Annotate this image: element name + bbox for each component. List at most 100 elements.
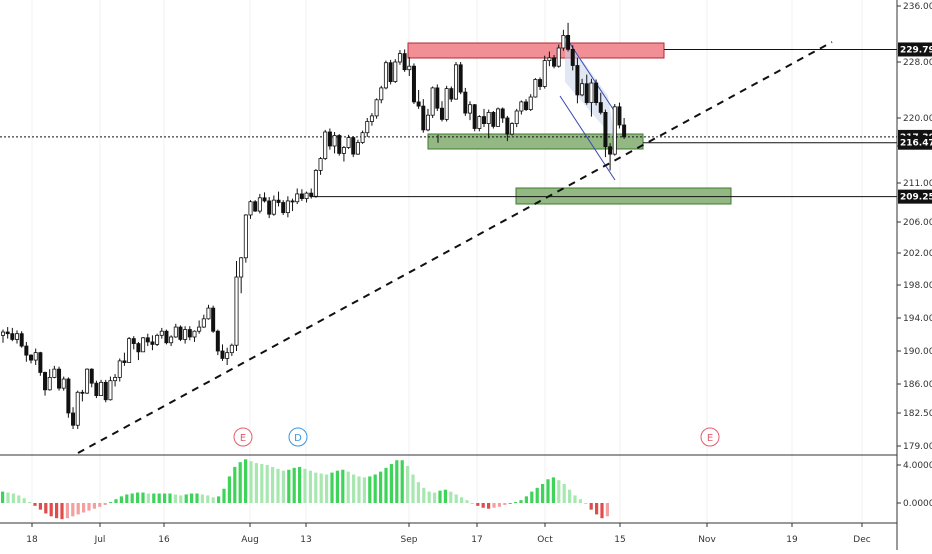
- x-tick-label: Sep: [401, 535, 418, 545]
- oscillator-bar: [476, 503, 480, 506]
- oscillator-bar: [530, 491, 534, 503]
- candle-body: [622, 124, 627, 138]
- candle-body: [201, 318, 206, 328]
- candle-body: [327, 131, 332, 147]
- candle-body: [528, 96, 533, 111]
- candle-body: [580, 83, 585, 96]
- candle-body: [524, 101, 529, 111]
- oscillator-bar: [460, 497, 464, 503]
- oscillator-bar: [335, 470, 339, 503]
- y-tick-label: 211.00: [903, 179, 932, 189]
- oscillator-bar: [287, 469, 291, 503]
- oscillator-bar: [411, 474, 415, 503]
- oscillator-bar: [568, 489, 572, 503]
- candle-body: [108, 380, 113, 401]
- candle-body: [271, 199, 276, 215]
- candle-body: [472, 104, 477, 129]
- oscillator-bar: [497, 503, 501, 507]
- oscillator-bar: [98, 503, 102, 507]
- candle-body: [561, 35, 566, 49]
- support-lower-price-label-bg: [898, 189, 932, 204]
- candle-body: [248, 201, 253, 216]
- candle-body: [155, 334, 160, 345]
- candle-body: [346, 137, 351, 148]
- x-tick-label: 13: [300, 535, 311, 545]
- oscillator-bar: [514, 502, 518, 504]
- candle-body: [85, 368, 90, 394]
- level-lines: [0, 48, 897, 198]
- candle-body: [281, 202, 286, 214]
- channel-upper-line: [564, 35, 616, 113]
- candle-body: [323, 131, 328, 159]
- oscillator-bar: [379, 471, 383, 503]
- candle-body: [482, 116, 487, 124]
- oscillator-bar: [346, 471, 350, 503]
- oscillator-bar: [179, 495, 183, 503]
- candle-body: [570, 49, 575, 66]
- oscillator-bar: [573, 495, 577, 503]
- x-tick-label: Jul: [94, 535, 106, 545]
- candle-body: [285, 200, 290, 214]
- candle-body: [57, 368, 62, 389]
- event-label: E: [240, 433, 246, 444]
- candle-body: [379, 87, 384, 101]
- oscillator-bar: [292, 467, 296, 503]
- oscillator-bar: [163, 493, 167, 503]
- x-tick-label: Aug: [241, 535, 259, 545]
- candle-body: [617, 106, 622, 126]
- x-tick-label: 18: [26, 535, 38, 545]
- candle-body: [99, 381, 104, 397]
- oscillator-bar: [589, 503, 593, 510]
- candle-body: [43, 372, 48, 391]
- osc-tick-label: 0.0000: [903, 499, 932, 509]
- oscillator-bar: [254, 463, 258, 503]
- oscillator-bar: [503, 503, 507, 505]
- event-label: D: [294, 433, 302, 444]
- oscillator-bar: [211, 497, 215, 503]
- oscillator-bar: [443, 489, 447, 503]
- candle-body: [416, 101, 421, 107]
- oscillator-bar: [481, 503, 485, 508]
- oscillator-bar: [136, 492, 140, 503]
- oscillator-bar: [465, 500, 469, 503]
- resistance-zone: [407, 42, 665, 59]
- oscillator-bar: [562, 484, 566, 503]
- y-tick-label: 194.00: [903, 314, 932, 324]
- oscillator-bar: [492, 503, 496, 508]
- candle-body: [421, 105, 426, 131]
- candle-body: [61, 378, 66, 389]
- candle-body: [75, 391, 80, 426]
- event-marker-e: [233, 427, 253, 447]
- resistance-price-label: 229.79: [900, 45, 932, 55]
- candle-body: [178, 326, 183, 340]
- candle-body: [24, 345, 29, 356]
- oscillator-bar: [157, 493, 161, 503]
- candle-body: [71, 412, 76, 426]
- candle-body: [608, 146, 613, 155]
- candle-body: [341, 147, 346, 154]
- candle-body: [262, 197, 267, 202]
- candle-body: [519, 101, 524, 112]
- x-tick-label: 19: [786, 535, 798, 545]
- candle-body: [183, 329, 188, 340]
- candle-body: [393, 61, 398, 83]
- oscillator-bar: [400, 460, 404, 503]
- candle-body: [117, 360, 122, 378]
- candle-body: [127, 338, 132, 363]
- oscillator-bar: [146, 493, 150, 503]
- oscillator-panel: [1, 459, 609, 520]
- candle-body: [113, 376, 118, 382]
- candle-body: [33, 352, 38, 361]
- oscillator-bar: [92, 503, 96, 509]
- event-label: E: [707, 433, 713, 444]
- candle-body: [295, 193, 300, 203]
- oscillator-bar: [551, 477, 555, 503]
- candle-body: [552, 57, 557, 67]
- candle-body: [510, 123, 515, 135]
- oscillator-bar: [508, 503, 512, 504]
- candle-body: [402, 53, 407, 71]
- candle-body: [136, 343, 141, 353]
- y-tick-label: 236.00: [903, 2, 932, 12]
